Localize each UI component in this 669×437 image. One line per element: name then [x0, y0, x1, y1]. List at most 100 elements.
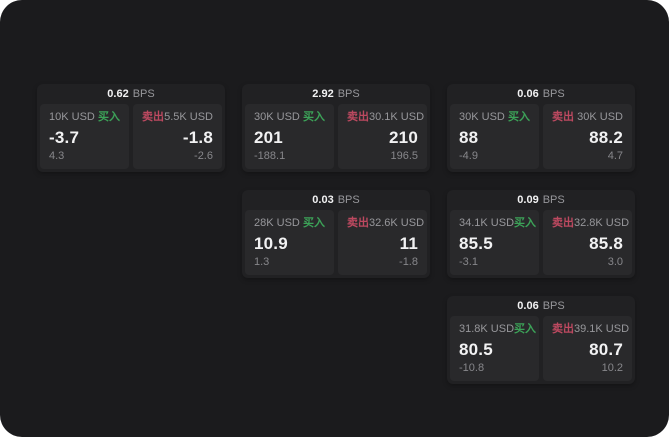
quote-card-body: 34.1K USD 买入 85.5 -3.1 卖出 32.8K USD 85.8…: [450, 210, 632, 275]
buy-delta: 1.3: [254, 256, 270, 268]
quote-card: 0.06 BPS 30K USD 买入 88 -4.9 卖出 30K USD 8…: [447, 84, 635, 172]
sell-panel[interactable]: 卖出 39.1K USD 80.7 10.2: [543, 316, 632, 381]
bps-value: 0.62: [107, 88, 129, 100]
sell-delta: 4.7: [607, 150, 623, 162]
buy-panel[interactable]: 30K USD 买入 88 -4.9: [450, 104, 539, 169]
sell-label: 卖出: [142, 111, 164, 123]
buy-price: -3.7: [49, 127, 80, 147]
quote-card: 0.62 BPS 10K USD 买入 -3.7 4.3 卖出 5.5K USD…: [37, 84, 225, 172]
quote-card-body: 10K USD 买入 -3.7 4.3 卖出 5.5K USD -1.8 -2.…: [40, 104, 222, 169]
bps-unit-label: BPS: [337, 194, 360, 206]
bps-unit-label: BPS: [542, 300, 565, 312]
sell-panel[interactable]: 卖出 30.1K USD 210 196.5: [338, 104, 427, 169]
quote-card-body: 28K USD 买入 10.9 1.3 卖出 32.6K USD 11 -1.8: [245, 210, 427, 275]
bps-header: 0.62 BPS: [40, 84, 222, 104]
quote-card: 0.09 BPS 34.1K USD 买入 85.5 -3.1 卖出 32.8K…: [447, 190, 635, 278]
sell-price: 88.2: [589, 127, 623, 147]
buy-delta: -188.1: [254, 150, 286, 162]
bps-value: 0.03: [312, 194, 334, 206]
sell-label: 卖出: [552, 323, 574, 335]
bps-header: 0.06 BPS: [450, 296, 632, 316]
bps-header: 2.92 BPS: [245, 84, 427, 104]
bps-unit-label: BPS: [542, 88, 565, 100]
buy-delta: -10.8: [459, 362, 485, 374]
sell-label: 卖出: [347, 111, 369, 123]
buy-panel[interactable]: 30K USD 买入 201 -188.1: [245, 104, 334, 169]
sell-panel[interactable]: 卖出 5.5K USD -1.8 -2.6: [133, 104, 222, 169]
buy-panel[interactable]: 31.8K USD 买入 80.5 -10.8: [450, 316, 539, 381]
buy-top-row: 31.8K USD 买入: [459, 323, 536, 336]
buy-label: 买入: [303, 217, 325, 229]
sell-top-row: 卖出 5.5K USD: [142, 111, 213, 124]
buy-amount: 28K USD: [254, 217, 300, 229]
sell-top-row: 卖出 32.8K USD: [552, 217, 629, 230]
buy-top-row: 28K USD 买入: [254, 217, 325, 230]
buy-amount: 30K USD: [459, 111, 505, 123]
sell-top-row: 卖出 30K USD: [552, 111, 623, 124]
sell-panel[interactable]: 卖出 32.8K USD 85.8 3.0: [543, 210, 632, 275]
bps-value: 0.09: [517, 194, 539, 206]
bps-header: 0.03 BPS: [245, 190, 427, 210]
sell-price: 210: [389, 127, 418, 147]
bps-header: 0.09 BPS: [450, 190, 632, 210]
buy-price: 80.5: [459, 339, 493, 359]
buy-top-row: 34.1K USD 买入: [459, 217, 536, 230]
quote-card: 0.03 BPS 28K USD 买入 10.9 1.3 卖出 32.6K US…: [242, 190, 430, 278]
sell-price: 85.8: [589, 233, 623, 253]
buy-delta: -4.9: [459, 150, 478, 162]
bps-unit-label: BPS: [132, 88, 155, 100]
sell-price: 80.7: [589, 339, 623, 359]
buy-panel[interactable]: 34.1K USD 买入 85.5 -3.1: [450, 210, 539, 275]
sell-price: -1.8: [182, 127, 213, 147]
quote-card-body: 30K USD 买入 201 -188.1 卖出 30.1K USD 210 1…: [245, 104, 427, 169]
sell-top-row: 卖出 30.1K USD: [347, 111, 424, 124]
bps-unit-label: BPS: [542, 194, 565, 206]
buy-amount: 31.8K USD: [459, 323, 515, 335]
sell-amount: 5.5K USD: [164, 111, 213, 123]
sell-delta: 10.2: [601, 362, 623, 374]
sell-amount: 32.6K USD: [369, 217, 425, 229]
sell-label: 卖出: [347, 217, 369, 229]
buy-label: 买入: [508, 111, 530, 123]
quote-grid: 0.62 BPS 10K USD 买入 -3.7 4.3 卖出 5.5K USD…: [37, 84, 635, 384]
sell-price: 11: [399, 233, 418, 253]
buy-delta: 4.3: [49, 150, 65, 162]
sell-panel[interactable]: 卖出 30K USD 88.2 4.7: [543, 104, 632, 169]
buy-top-row: 30K USD 买入: [459, 111, 530, 124]
buy-amount: 34.1K USD: [459, 217, 515, 229]
sell-top-row: 卖出 39.1K USD: [552, 323, 629, 336]
sell-delta: -2.6: [194, 150, 213, 162]
buy-price: 201: [254, 127, 283, 147]
sell-label: 卖出: [552, 217, 574, 229]
quote-card-body: 30K USD 买入 88 -4.9 卖出 30K USD 88.2 4.7: [450, 104, 632, 169]
quote-card: 0.06 BPS 31.8K USD 买入 80.5 -10.8 卖出 39.1…: [447, 296, 635, 384]
sell-amount: 39.1K USD: [574, 323, 630, 335]
bps-value: 0.06: [517, 88, 539, 100]
buy-label: 买入: [514, 217, 537, 229]
buy-panel[interactable]: 10K USD 买入 -3.7 4.3: [40, 104, 129, 169]
sell-delta: -1.8: [399, 256, 418, 268]
buy-panel[interactable]: 28K USD 买入 10.9 1.3: [245, 210, 334, 275]
quote-card: 2.92 BPS 30K USD 买入 201 -188.1 卖出 30.1K …: [242, 84, 430, 172]
buy-top-row: 30K USD 买入: [254, 111, 325, 124]
bps-value: 0.06: [517, 300, 539, 312]
buy-label: 买入: [514, 323, 537, 335]
buy-price: 85.5: [459, 233, 493, 253]
buy-top-row: 10K USD 买入: [49, 111, 120, 124]
bps-value: 2.92: [312, 88, 334, 100]
bps-unit-label: BPS: [337, 88, 360, 100]
sell-delta: 196.5: [390, 150, 418, 162]
buy-amount: 30K USD: [254, 111, 300, 123]
sell-panel[interactable]: 卖出 32.6K USD 11 -1.8: [338, 210, 427, 275]
sell-amount: 30.1K USD: [369, 111, 425, 123]
sell-delta: 3.0: [607, 256, 623, 268]
buy-label: 买入: [98, 111, 120, 123]
sell-amount: 30K USD: [577, 111, 623, 123]
buy-price: 10.9: [254, 233, 288, 253]
buy-delta: -3.1: [459, 256, 478, 268]
buy-amount: 10K USD: [49, 111, 95, 123]
bps-header: 0.06 BPS: [450, 84, 632, 104]
buy-price: 88: [459, 127, 479, 147]
buy-label: 买入: [303, 111, 325, 123]
